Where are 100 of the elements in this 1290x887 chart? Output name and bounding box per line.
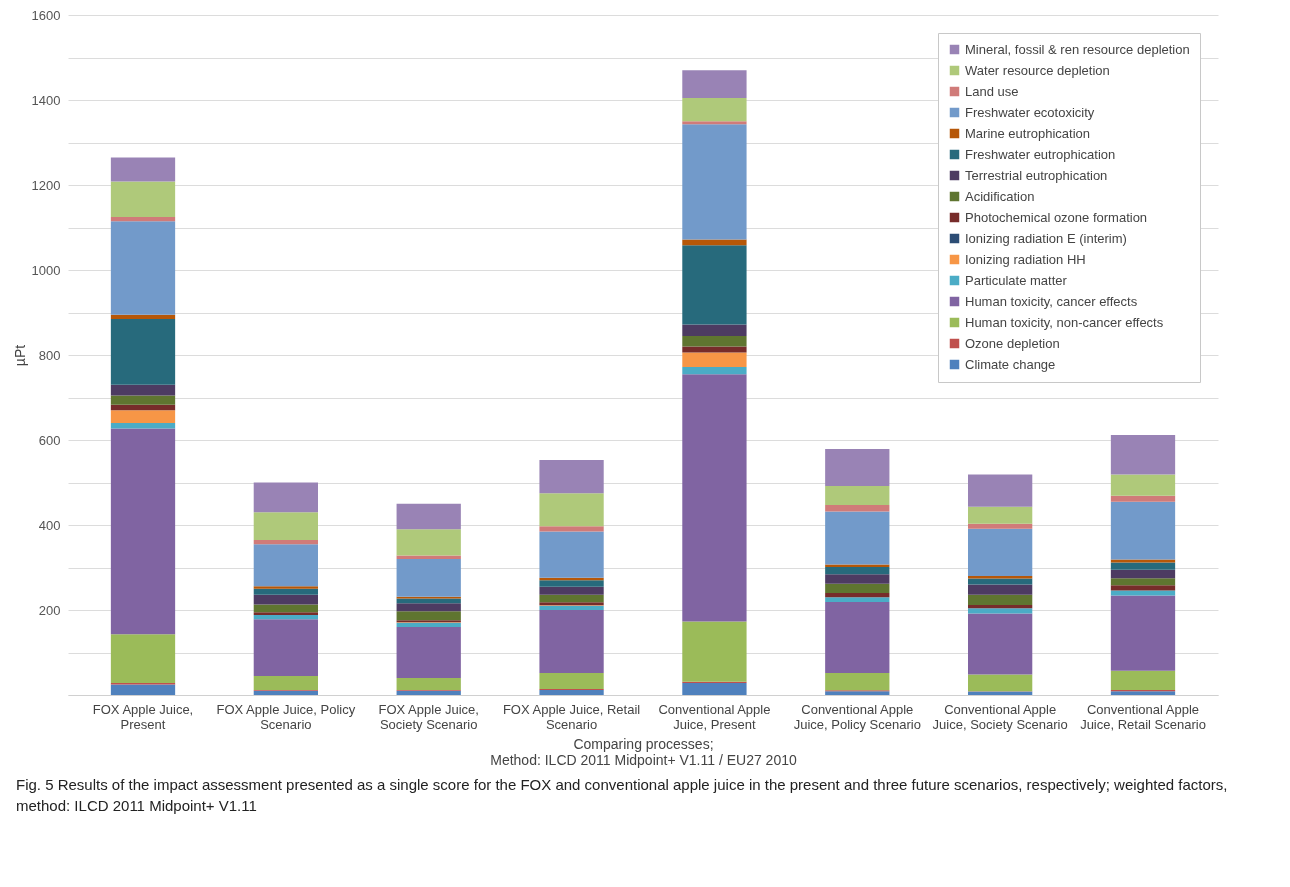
bar (682, 621, 747, 682)
legend-label: Marine eutrophication (965, 125, 1091, 141)
bar (110, 221, 176, 315)
legend-label: Water resource depletion (965, 62, 1110, 78)
legend-label: Human toxicity, cancer effects (965, 293, 1138, 309)
bar (539, 594, 604, 603)
legend-label: Mineral, fossil & ren resource depletion (965, 41, 1190, 57)
bar (968, 584, 1033, 595)
bar (396, 503, 461, 530)
bar (682, 124, 747, 240)
bar (1110, 569, 1176, 579)
x-axis-title: Comparing processes; Method: ILCD 2011 Midpoint+ V1.11 / EU27 2010 (490, 735, 797, 768)
bar (682, 366, 747, 375)
bar (110, 181, 176, 217)
y-tick-label: 600 (38, 432, 61, 448)
legend-label: Ionizing radiation E (interim) (965, 230, 1127, 246)
bar (682, 239, 747, 246)
bar (968, 474, 1033, 507)
bar (110, 410, 176, 423)
bar (968, 528, 1033, 576)
bar (396, 603, 461, 612)
x-tick-label: Conventional Apple Juice, Society Scenario (932, 701, 1068, 732)
bar (396, 627, 461, 678)
legend-label: Photochemical ozone formation (965, 209, 1148, 225)
y-tick-label: 200 (38, 602, 61, 618)
bar (825, 597, 890, 602)
bar (396, 622, 461, 627)
bar (1110, 578, 1176, 586)
legend-label: Human toxicity, non-cancer effects (965, 314, 1164, 330)
legend-label: Freshwater eutrophication (965, 146, 1116, 162)
bar (253, 544, 318, 587)
bar (682, 97, 747, 122)
bar (968, 594, 1033, 605)
bar (1110, 495, 1176, 502)
bar (968, 506, 1033, 524)
bar (1110, 474, 1176, 496)
legend-label: Ozone depletion (965, 335, 1060, 351)
bar (539, 459, 604, 494)
bar (539, 610, 604, 673)
x-tick-label: FOX Apple Juice, Policy Scenario (216, 701, 356, 732)
y-tick-label: 1600 (31, 7, 61, 23)
y-tick-label: 400 (38, 517, 61, 533)
x-tick-label: Conventional Apple Juice, Retail Scenario (1080, 701, 1206, 732)
legend-label: Acidification (965, 188, 1035, 204)
bar (539, 689, 604, 695)
bar (110, 684, 176, 695)
legend-label: Freshwater ecotoxicity (965, 104, 1095, 120)
bar (110, 384, 176, 396)
bar (253, 539, 318, 545)
bar (253, 690, 318, 695)
bar (1110, 670, 1176, 690)
bar (539, 605, 604, 610)
bar (110, 428, 176, 635)
bar (253, 588, 318, 595)
bar (110, 634, 176, 684)
bar (682, 245, 747, 325)
bar (825, 583, 890, 593)
bar (396, 559, 461, 597)
bar (682, 352, 747, 367)
bar (253, 512, 318, 540)
bar (968, 674, 1033, 692)
bar (682, 70, 747, 98)
bar (968, 578, 1033, 585)
bar (825, 505, 890, 512)
bar (539, 672, 604, 690)
bar (825, 601, 890, 673)
bar (539, 580, 604, 587)
legend-label: Particulate matter (965, 272, 1068, 288)
bar (1110, 590, 1176, 596)
y-tick-label: 1200 (31, 177, 61, 193)
bar (396, 690, 461, 695)
legend-label: Climate change (965, 356, 1056, 372)
bar (1110, 562, 1176, 570)
x-tick-label: Conventional Apple Juice, Present (658, 701, 771, 732)
bar (110, 423, 176, 429)
bar (825, 485, 890, 506)
bar (968, 523, 1033, 529)
bar (396, 611, 461, 621)
bar (253, 586, 318, 589)
bar (682, 683, 747, 695)
bar (968, 576, 1033, 579)
bar (253, 619, 318, 676)
bar (253, 612, 318, 616)
legend-label: Land use (965, 83, 1019, 99)
bar (825, 448, 890, 486)
bar (253, 594, 318, 605)
legend-label: Ionizing radiation HH (965, 251, 1086, 267)
bar (110, 395, 176, 405)
bar (539, 531, 604, 578)
bar (825, 593, 890, 598)
y-tick-label: 800 (38, 347, 61, 363)
y-tick-label: 1400 (31, 92, 61, 108)
y-axis-title: µPt (11, 344, 28, 367)
bar (825, 574, 890, 584)
bar (1110, 559, 1176, 563)
bar (110, 404, 176, 411)
x-tick-label: Conventional Apple Juice, Policy Scenario (793, 701, 921, 732)
bar (253, 615, 318, 620)
x-tick-label: FOX Apple Juice, Society Scenario (378, 701, 479, 732)
bar (968, 613, 1033, 675)
